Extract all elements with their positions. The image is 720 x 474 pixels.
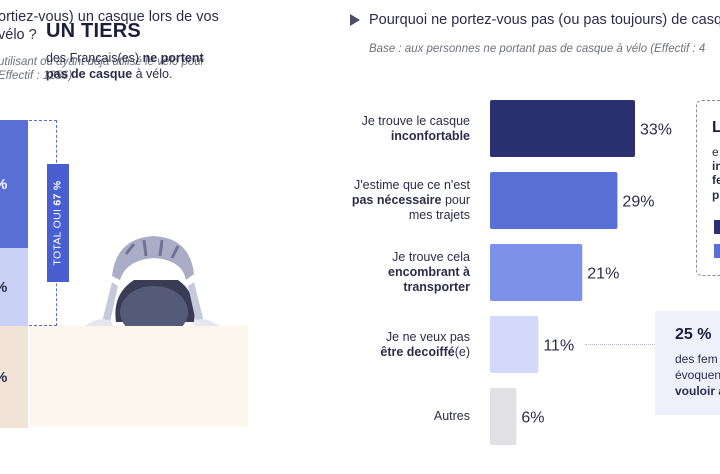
bar-category-label-line: Je ne veux pas [385, 329, 470, 344]
bar-category-label-line: J'estime que ce n'est [354, 178, 470, 192]
bar-category-label-line: mes trajets [408, 208, 470, 222]
un-tiers-text: des Français(es) ne portent pas de casqu… [46, 50, 211, 82]
right-question-title: Pourquoi ne portez-vous pas (ou pas touj… [350, 12, 720, 28]
un-tiers-card [30, 326, 248, 426]
triangle-bullet-icon [350, 14, 360, 26]
stack-segment-oui-parfois [0, 248, 28, 326]
right-base-note: Base : aux personnes ne portant pas de c… [369, 43, 706, 55]
insight-callout-bottom-pct: 25 % [675, 326, 712, 343]
bar-value-label-0: 33% [640, 122, 672, 139]
bar-category-label-line: inconfortable [390, 128, 470, 143]
insight-callout-top-mini-bar-1 [714, 220, 720, 234]
bar-0 [490, 100, 635, 157]
bar-4 [490, 388, 517, 445]
stack-value-2: % [0, 279, 7, 296]
bar-category-label-3: Je ne veux pas être decoiffé(e) [320, 330, 470, 360]
insight-callout-top-title: L [712, 119, 720, 136]
callout-connector [585, 344, 655, 374]
insight-callout-top-line-3: fe [712, 173, 720, 187]
bar-1 [490, 172, 618, 229]
stack-value-3: % [0, 369, 7, 386]
stack-value-1: % [0, 176, 7, 193]
bar-value-label-1: 29% [622, 194, 654, 211]
bar-category-label-line: pas nécessaire pour [351, 193, 470, 207]
bar-category-label-4: Autres [320, 409, 470, 424]
insight-callout-top-line-2: in [712, 159, 720, 173]
bar-category-label-2: Je trouve cela encombrant à transporter [320, 250, 470, 295]
un-tiers-text-2: à vélo. [132, 67, 173, 81]
bar-2 [490, 244, 583, 301]
bar-category-label-0: Je trouve le casque inconfortable [320, 114, 470, 144]
insight-callout-bottom-line-1: des fem [675, 352, 718, 366]
un-tiers-title: UN TIERS [46, 20, 141, 42]
bar-category-label-line: être decoiffé(e) [380, 344, 470, 359]
insight-callout-top [696, 100, 720, 276]
bar-category-label-line: Je trouve le casque [361, 113, 470, 128]
bar-3 [490, 316, 539, 373]
bar-category-label-line: Autres [433, 409, 470, 423]
left-question-title: ortiez-vous) un casque lors de vos vélo … [0, 9, 219, 43]
bar-value-label-4: 6% [521, 410, 544, 427]
bar-category-label-line: Je trouve cela [392, 250, 470, 264]
insight-callout-top-line-4: p [712, 188, 720, 202]
un-tiers-text-bold: ne portent pas de casque [46, 51, 204, 81]
insight-callout-top-mini-bar-2 [714, 244, 720, 258]
bar-category-label-line: encombrant à [388, 265, 470, 279]
bar-category-label-line: transporter [403, 280, 470, 294]
right-question-text: Pourquoi ne portez-vous pas (ou pas touj… [369, 12, 720, 28]
insight-callout-bottom-line-2: évoquen [675, 368, 720, 382]
insight-callout-bottom-line-3: vouloir a [675, 384, 720, 398]
bar-category-label-1: J'estime que ce n'est pas nécessaire pour… [320, 178, 470, 223]
insight-callout-top-line-1: e [712, 145, 719, 159]
bar-value-label-2: 21% [587, 266, 619, 283]
insight-callout-bottom [655, 311, 720, 415]
bar-value-label-3: 11% [543, 338, 574, 355]
total-oui-badge: TOTAL OUI 67 % [47, 164, 69, 282]
stack-segment-non [0, 326, 28, 428]
un-tiers-text-1: des Français(es) [46, 51, 143, 65]
stack-segment-oui-systematique [0, 120, 28, 248]
left-base-note: utilisant ou ayant déjà utilisé le vélo … [0, 56, 205, 82]
